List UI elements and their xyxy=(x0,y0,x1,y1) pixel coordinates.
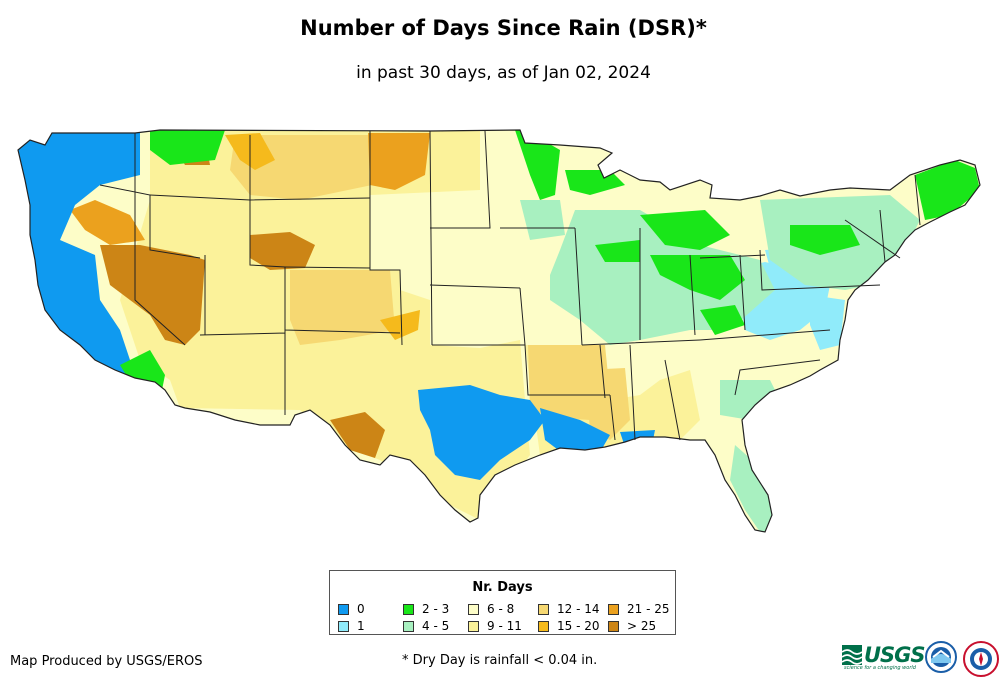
legend-swatch xyxy=(538,620,549,632)
usgs-logo: USGS xyxy=(842,643,926,667)
region-2-3-michigan xyxy=(640,210,730,250)
legend-swatch xyxy=(338,603,349,615)
map-credit: Map Produced by USGS/EROS xyxy=(10,654,203,669)
legend-swatch xyxy=(403,603,414,615)
legend-label: > 25 xyxy=(627,619,657,633)
legend-swatch xyxy=(468,603,479,615)
usgs-wave-icon xyxy=(842,645,862,665)
noaa-seal-icon xyxy=(925,641,957,673)
region-21-25-oregon-nv xyxy=(70,200,145,245)
region-2-3-maine xyxy=(915,160,980,220)
usgs-logo-text: USGS xyxy=(864,643,926,667)
region-12-14-ms-al xyxy=(585,368,630,440)
region-2-3-minnesota xyxy=(515,130,560,200)
region-4-5-florida xyxy=(730,445,775,532)
legend-label: 21 - 25 xyxy=(627,602,670,616)
legend-label: 0 xyxy=(357,602,365,616)
region-0-gulf-coast xyxy=(620,430,655,447)
legend-item: 2 - 3 xyxy=(403,602,449,616)
us-dsr-map xyxy=(17,129,981,533)
region-2-3-ohio xyxy=(650,255,745,300)
legend-label: 6 - 8 xyxy=(487,602,515,616)
legend-label: 12 - 14 xyxy=(557,602,600,616)
legend-swatch xyxy=(608,620,619,632)
legend-label: 4 - 5 xyxy=(422,619,450,633)
region-12-14-nm xyxy=(290,270,395,345)
region-2-3-montana-west xyxy=(150,130,225,165)
legend-item: 0 xyxy=(338,602,365,616)
legend-item: > 25 xyxy=(608,619,656,633)
legend-label: 1 xyxy=(357,619,365,633)
region-4-5-minnesota xyxy=(520,200,565,240)
legend-swatch xyxy=(608,603,619,615)
legend-item: 15 - 20 xyxy=(538,619,600,633)
legend-label: 9 - 11 xyxy=(487,619,522,633)
region-4-5-ga xyxy=(720,380,780,420)
legend-item: 12 - 14 xyxy=(538,602,600,616)
legend-item: 1 xyxy=(338,619,365,633)
nws-seal-icon xyxy=(963,641,999,677)
legend-label: 15 - 20 xyxy=(557,619,600,633)
region-2-3-ny-east xyxy=(790,225,860,255)
usgs-tagline: science for a changing world xyxy=(844,665,916,671)
region-2-3-wisconsin xyxy=(595,240,640,262)
legend-item: 4 - 5 xyxy=(403,619,449,633)
region-0-pacific-coast xyxy=(18,130,140,380)
region-2-3-kentucky xyxy=(700,305,745,335)
map-title: Number of Days Since Rain (DSR)* xyxy=(300,16,707,40)
legend-swatch xyxy=(538,603,549,615)
region-over25-wyoming xyxy=(250,232,315,270)
region-1-md-coast xyxy=(810,295,845,350)
region-0-texas xyxy=(418,385,545,480)
legend-title: Nr. Days xyxy=(472,580,533,595)
region-over25-nevada-utah xyxy=(100,245,205,345)
state-boundaries xyxy=(17,129,981,533)
legend: Nr. Days 0 1 2 - 3 4 - 5 6 - 8 9 - 11 12 - 14 1… xyxy=(329,570,676,635)
legend-item: 21 - 25 xyxy=(608,602,670,616)
legend-item: 6 - 8 xyxy=(468,602,514,616)
region-2-3-mi-up xyxy=(565,170,625,195)
legend-item: 9 - 11 xyxy=(468,619,522,633)
legend-swatch xyxy=(403,620,414,632)
region-0-louisiana xyxy=(540,408,610,455)
legend-label: 2 - 3 xyxy=(422,602,450,616)
legend-swatch xyxy=(338,620,349,632)
map-subtitle: in past 30 days, as of Jan 02, 2024 xyxy=(356,63,651,83)
region-15-20-nd-nw xyxy=(368,133,430,190)
dry-day-footnote: * Dry Day is rainfall < 0.04 in. xyxy=(402,653,598,668)
legend-swatch xyxy=(468,620,479,632)
region-over25-wtexas xyxy=(330,412,385,458)
